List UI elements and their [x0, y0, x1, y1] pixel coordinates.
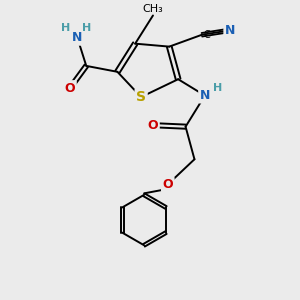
Text: C: C — [203, 30, 210, 40]
Text: H: H — [61, 23, 71, 33]
Text: N: N — [225, 24, 235, 37]
Text: H: H — [82, 23, 92, 33]
Text: O: O — [64, 82, 75, 94]
Text: O: O — [163, 178, 173, 191]
Text: N: N — [200, 89, 210, 102]
Text: CH₃: CH₃ — [142, 4, 163, 14]
Text: H: H — [213, 83, 222, 93]
Text: N: N — [72, 31, 82, 44]
Text: O: O — [148, 119, 158, 132]
Text: S: S — [136, 90, 146, 104]
